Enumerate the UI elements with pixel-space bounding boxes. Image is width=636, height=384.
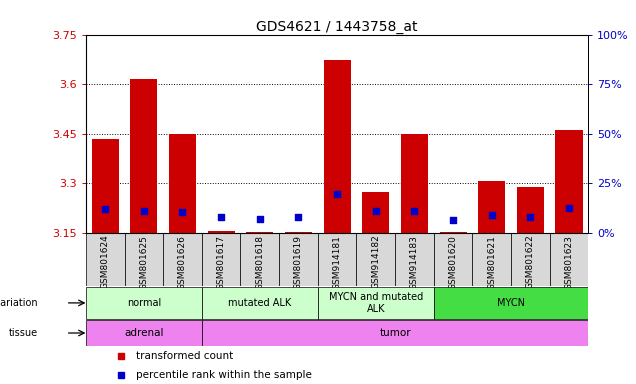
Bar <box>434 286 588 319</box>
Point <box>177 209 188 215</box>
Bar <box>279 233 318 286</box>
Point <box>448 217 458 223</box>
Point <box>293 214 303 220</box>
Text: tumor: tumor <box>379 328 411 338</box>
Bar <box>92 139 119 233</box>
Text: transformed count: transformed count <box>136 351 233 361</box>
Point <box>410 207 420 214</box>
Bar <box>125 233 163 286</box>
Text: percentile rank within the sample: percentile rank within the sample <box>136 370 312 380</box>
Bar <box>86 321 202 346</box>
Point <box>100 206 110 212</box>
Point <box>371 207 381 214</box>
Bar <box>555 130 583 233</box>
Bar <box>434 233 473 286</box>
Bar <box>318 233 356 286</box>
Text: GSM801619: GSM801619 <box>294 235 303 290</box>
Text: GSM801620: GSM801620 <box>448 235 457 290</box>
Title: GDS4621 / 1443758_at: GDS4621 / 1443758_at <box>256 20 418 33</box>
Text: GSM801622: GSM801622 <box>526 235 535 290</box>
Text: GSM801626: GSM801626 <box>178 235 187 290</box>
Bar <box>240 233 279 286</box>
Text: tissue: tissue <box>9 328 38 338</box>
Text: MYCN: MYCN <box>497 298 525 308</box>
Text: GSM801618: GSM801618 <box>255 235 265 290</box>
Bar <box>439 232 467 233</box>
Bar <box>163 233 202 286</box>
Bar <box>86 233 125 286</box>
Bar <box>86 286 202 319</box>
Bar <box>550 233 588 286</box>
Bar <box>202 233 240 286</box>
Text: GSM801621: GSM801621 <box>487 235 496 290</box>
Bar <box>363 192 389 233</box>
Text: mutated ALK: mutated ALK <box>228 298 291 308</box>
Text: GSM914183: GSM914183 <box>410 235 419 290</box>
Bar <box>478 181 505 233</box>
Bar <box>207 231 235 233</box>
Text: genotype/variation: genotype/variation <box>0 298 38 308</box>
Text: adrenal: adrenal <box>124 328 163 338</box>
Bar <box>511 233 550 286</box>
Point <box>254 216 265 222</box>
Point <box>216 214 226 220</box>
Text: GSM801623: GSM801623 <box>565 235 574 290</box>
Bar <box>202 286 318 319</box>
Bar <box>324 60 350 233</box>
Point <box>139 207 149 214</box>
Bar <box>401 134 428 233</box>
Bar <box>202 321 588 346</box>
Point <box>487 212 497 218</box>
Point <box>525 214 536 220</box>
Text: normal: normal <box>127 298 161 308</box>
Bar <box>130 79 157 233</box>
Text: GSM801617: GSM801617 <box>217 235 226 290</box>
Bar <box>285 232 312 233</box>
Point <box>332 191 342 197</box>
Text: MYCN and mutated
ALK: MYCN and mutated ALK <box>329 292 423 314</box>
Bar <box>473 233 511 286</box>
Bar <box>356 233 395 286</box>
Text: GSM801625: GSM801625 <box>139 235 148 290</box>
Text: GSM914181: GSM914181 <box>333 235 342 290</box>
Bar <box>246 232 273 233</box>
Bar <box>318 286 434 319</box>
Text: GSM914182: GSM914182 <box>371 235 380 290</box>
Bar <box>169 134 196 233</box>
Text: GSM801624: GSM801624 <box>100 235 109 290</box>
Bar <box>395 233 434 286</box>
Point <box>564 205 574 211</box>
Bar <box>517 187 544 233</box>
